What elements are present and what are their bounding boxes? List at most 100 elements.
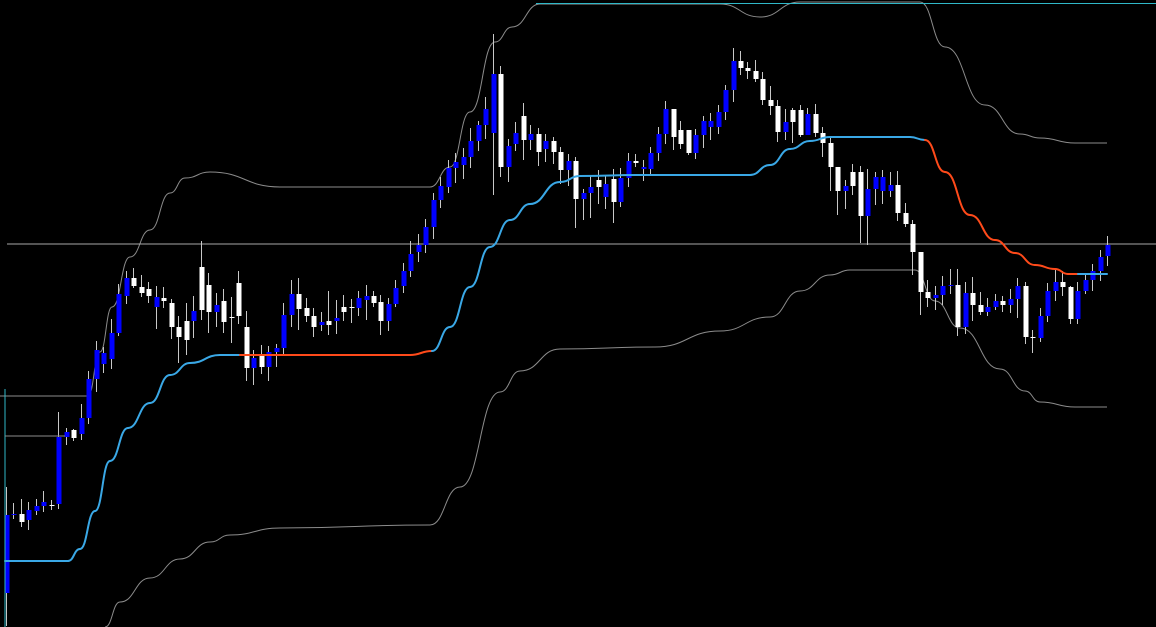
candle-body [768, 100, 774, 106]
candle-body [656, 134, 662, 153]
trend-line-segment [809, 136, 831, 142]
candle-body [551, 141, 557, 152]
candle-body [813, 114, 819, 133]
candle-body [431, 200, 437, 227]
candle-body [41, 502, 47, 506]
trend-line-segment [509, 203, 531, 221]
marks [4, 3, 1156, 627]
candle-body [289, 294, 295, 315]
candle-body [408, 254, 414, 271]
candle-body [693, 135, 699, 153]
trend-line-segment [189, 354, 221, 364]
candle-body [543, 141, 549, 149]
candle-body [356, 298, 362, 308]
candle-body [618, 178, 624, 202]
candle-body [723, 90, 729, 112]
candle-body [468, 141, 474, 157]
candle-body [573, 161, 579, 199]
candle-body [154, 297, 160, 307]
trend-line-segment [1034, 264, 1056, 270]
candle-body [71, 430, 77, 438]
candle-body [199, 267, 205, 310]
candle-body [214, 305, 220, 312]
candle-body [1030, 337, 1036, 338]
candle-body [251, 358, 257, 368]
candle-body [169, 303, 175, 327]
trend-line-segment [529, 181, 561, 205]
trend-line-segment [67, 548, 81, 562]
trend-line-segment [1014, 252, 1036, 266]
candle-body [858, 172, 864, 216]
trend-line-segment [749, 164, 771, 176]
candle-body [843, 186, 849, 191]
candle-body [1008, 299, 1014, 305]
candle-body [925, 292, 931, 298]
candle-body [955, 285, 961, 327]
candle-body [259, 355, 265, 367]
candle-body [775, 106, 781, 132]
candle-body [229, 317, 235, 318]
candle-body [109, 333, 115, 359]
candle-body [161, 298, 167, 301]
candle-body [438, 186, 444, 200]
candles [4, 34, 1111, 626]
candle-body [940, 286, 946, 295]
candle-body [760, 79, 766, 100]
candle-body [566, 161, 572, 170]
candle-body [753, 71, 759, 79]
candle-body [483, 109, 489, 125]
trend-line-segment [109, 427, 129, 462]
candle-body [206, 285, 212, 312]
candle-body [371, 296, 377, 303]
trend-line-segment [409, 350, 433, 356]
trend-line-segment [169, 362, 191, 376]
candle-body [978, 305, 984, 312]
lower-band-line [104, 269, 1107, 627]
candle-body [416, 245, 422, 252]
candle-body [364, 296, 370, 300]
trend-line-segment [79, 510, 96, 550]
candle-body [176, 327, 182, 337]
candle-body [970, 293, 976, 305]
candle-body [86, 379, 92, 418]
candle-body [1105, 245, 1111, 256]
candle-body [633, 161, 639, 163]
candle-body [790, 110, 796, 122]
candle-body [491, 74, 497, 133]
trend-line-segment [579, 174, 641, 177]
trend-line-segment [94, 460, 111, 512]
trend-line-segment [489, 219, 511, 248]
candle-body [865, 189, 871, 216]
candle-body [663, 109, 669, 134]
candle-body [835, 167, 841, 191]
candle-body [34, 506, 40, 511]
candle-body [1075, 291, 1081, 319]
candle-body [244, 327, 250, 368]
trend-line-segment [469, 246, 491, 288]
trend-line [4, 135, 1108, 562]
candle-body [326, 321, 332, 325]
candle-body [461, 157, 467, 165]
candle-body [4, 515, 10, 593]
candle-body [506, 146, 512, 167]
trend-line-segment [449, 286, 471, 328]
candle-body [274, 348, 280, 352]
candle-body [798, 110, 804, 135]
candle-body [1090, 271, 1096, 280]
candle-body [296, 294, 302, 309]
candle-body [701, 121, 707, 135]
trend-line-segment [909, 136, 926, 141]
candle-body [191, 311, 197, 321]
candle-body [341, 307, 347, 312]
candle-body [918, 252, 924, 292]
candle-body [1083, 280, 1089, 291]
candle-body [386, 304, 392, 321]
candle-body [498, 74, 504, 167]
candle-body [79, 418, 85, 434]
candle-body [1023, 286, 1029, 337]
candle-body [880, 177, 886, 191]
candle-body [895, 185, 901, 213]
candle-body [641, 167, 647, 169]
